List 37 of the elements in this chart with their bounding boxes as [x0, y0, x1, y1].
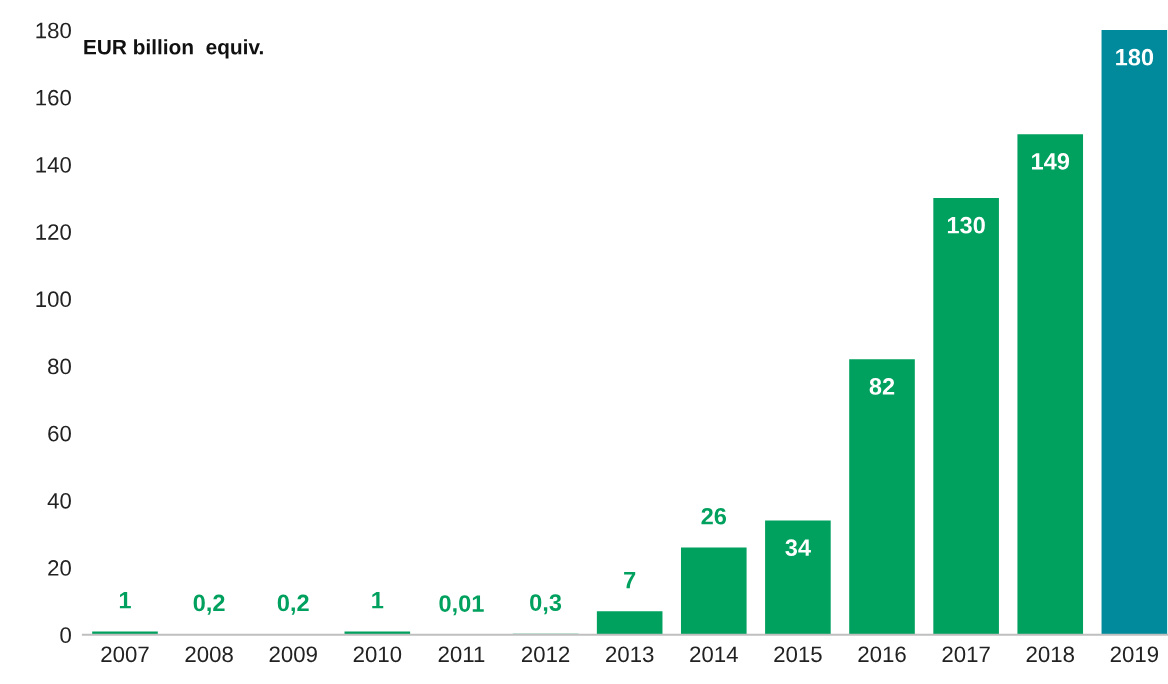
data-label: 0,3: [530, 594, 562, 615]
x-tick-label: 2019: [1110, 646, 1159, 663]
y-tick-label: 80: [48, 358, 71, 375]
x-tick-label: 2017: [942, 646, 990, 663]
x-tick-label: 2010: [353, 646, 402, 663]
x-tick-label: 2007: [101, 646, 149, 663]
x-tick-label: 2016: [858, 646, 906, 663]
x-tick-label: 2008: [185, 646, 233, 663]
y-tick-label: 60: [48, 425, 71, 442]
y-tick-label: 100: [36, 291, 71, 308]
data-label: 0,2: [277, 594, 309, 615]
data-label: 180: [1116, 48, 1154, 66]
x-tick-label: 2014: [690, 646, 738, 663]
x-tick-label: 2015: [774, 646, 822, 663]
x-tick-label: 2013: [606, 646, 654, 663]
y-tick-label: 40: [47, 492, 71, 509]
data-label: 0,2: [193, 594, 225, 615]
y-tick-label: 180: [36, 22, 71, 39]
annotation: EUR billion equiv.: [84, 39, 263, 59]
data-label: 82: [869, 378, 895, 395]
x-tick-label: 2011: [438, 646, 485, 663]
data-label: 26: [701, 507, 727, 525]
data-label: 34: [785, 539, 811, 557]
x-tick-label: 2018: [1026, 646, 1074, 663]
x-tick-label: 2012: [521, 646, 570, 663]
data-label: 0,01: [439, 595, 484, 616]
data-label: 1: [119, 592, 131, 609]
y-tick-label: 160: [36, 89, 71, 106]
data-label: 1: [372, 592, 384, 609]
data-label: 7: [624, 571, 636, 589]
y-tick-label: 20: [48, 560, 71, 576]
data-label: 130: [947, 216, 985, 234]
y-tick-label: 0: [60, 627, 71, 644]
data-label: 149: [1032, 152, 1070, 170]
y-tick-label: 120: [36, 224, 71, 240]
x-tick-label: 2009: [269, 646, 317, 663]
y-tick-label: 140: [36, 157, 71, 173]
